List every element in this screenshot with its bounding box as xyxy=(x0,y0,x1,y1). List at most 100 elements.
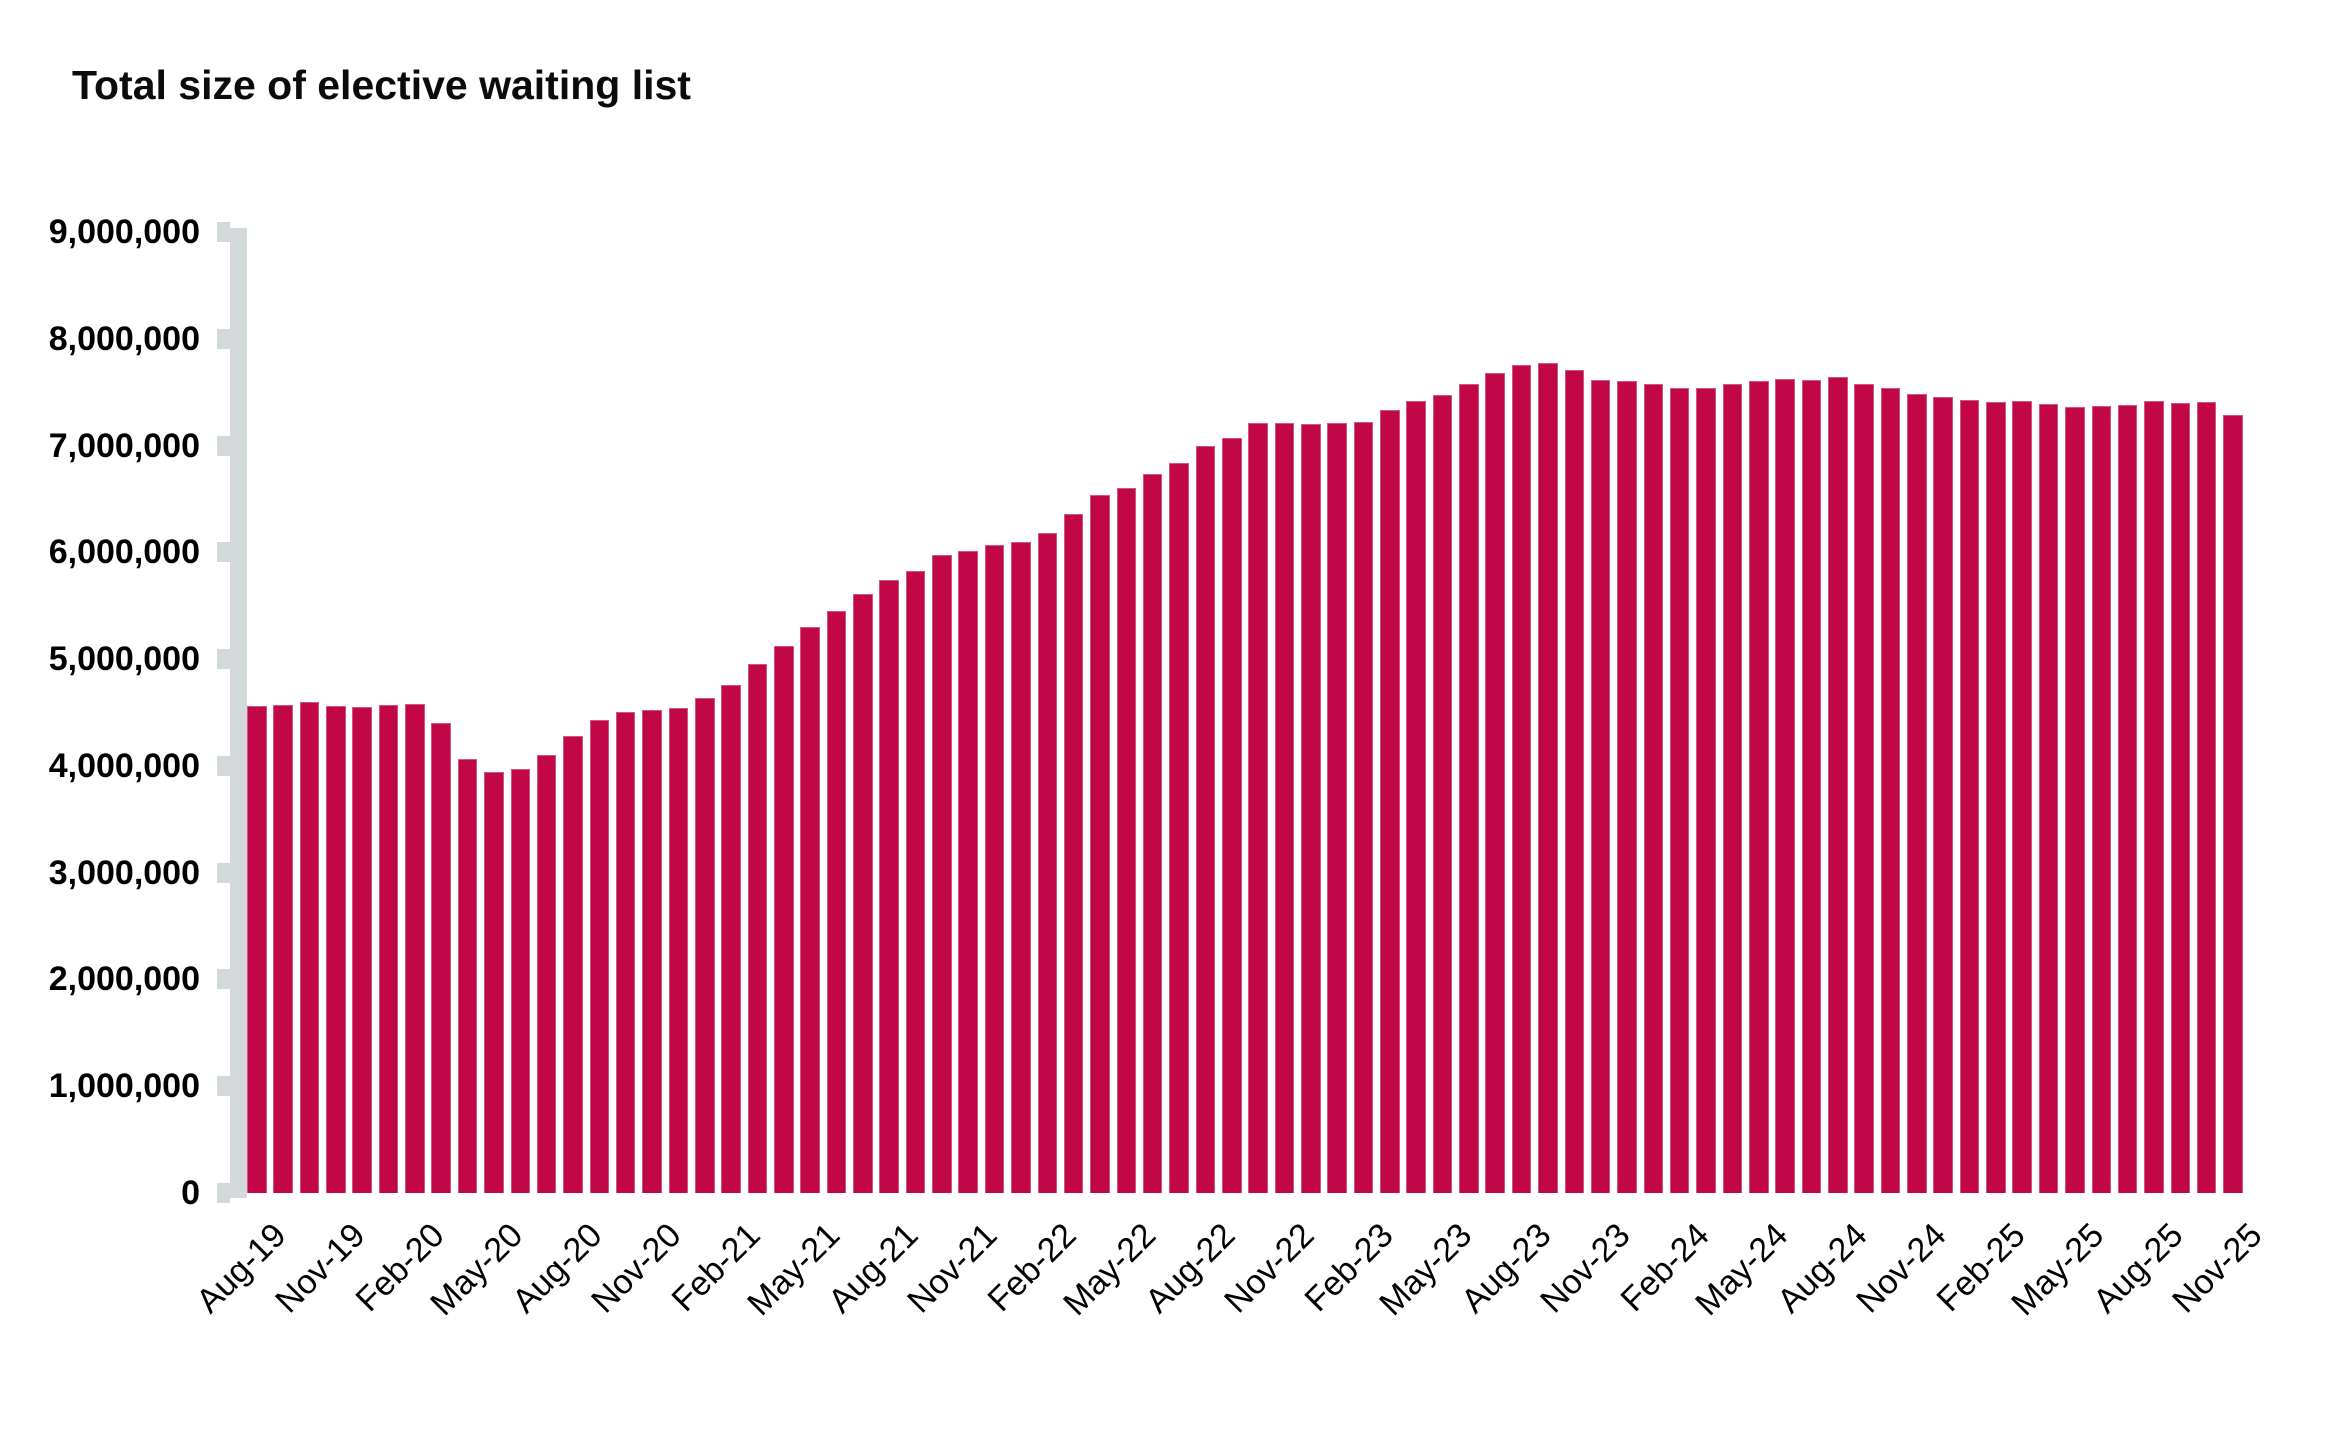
y-axis-label: 1,000,000 xyxy=(48,1067,200,1106)
x-axis-label: Aug-20 xyxy=(505,1216,610,1321)
bar-Dec-24 xyxy=(1933,396,1953,1193)
bar-Apr-25 xyxy=(2038,403,2059,1193)
bar-Oct-23 xyxy=(1564,369,1585,1193)
bar-Feb-24 xyxy=(1669,387,1690,1193)
y-axis-tick xyxy=(217,222,230,242)
x-axis-label: Aug-25 xyxy=(2086,1216,2191,1321)
bar-Jun-25 xyxy=(2091,406,2112,1193)
y-axis-tick xyxy=(217,542,230,563)
bar-Oct-22 xyxy=(1248,422,1268,1193)
y-axis-label: 6,000,000 xyxy=(48,533,200,572)
y-axis-tick xyxy=(217,328,230,349)
bar-Jan-20 xyxy=(378,704,399,1193)
y-axis-label: 8,000,000 xyxy=(48,319,200,358)
bar-May-25 xyxy=(2065,407,2085,1193)
bar-Oct-19 xyxy=(299,701,320,1193)
bar-May-23 xyxy=(1432,395,1453,1193)
bar-Jan-25 xyxy=(1959,400,1980,1193)
bar-Mar-20 xyxy=(431,722,452,1193)
bar-Sep-23 xyxy=(1538,363,1558,1193)
bar-May-22 xyxy=(1116,487,1137,1193)
y-axis-tick xyxy=(217,435,230,456)
bar-May-21 xyxy=(800,626,820,1193)
bar-Jun-24 xyxy=(1775,379,1795,1193)
bar-Oct-25 xyxy=(2196,402,2217,1193)
y-axis-label: 3,000,000 xyxy=(48,853,200,892)
x-axis-label: Nov-19 xyxy=(268,1216,373,1321)
y-axis-label: 7,000,000 xyxy=(48,426,200,465)
bar-Feb-23 xyxy=(1353,421,1374,1193)
bar-Aug-20 xyxy=(563,736,583,1193)
y-axis-line xyxy=(230,228,247,1198)
bar-Mar-23 xyxy=(1380,410,1400,1193)
x-axis-label: Aug-21 xyxy=(821,1216,926,1321)
bar-Sep-25 xyxy=(2170,402,2191,1193)
bar-May-20 xyxy=(484,771,504,1193)
bar-Feb-25 xyxy=(1986,402,2006,1193)
bar-Dec-23 xyxy=(1617,381,1637,1193)
bar-Nov-23 xyxy=(1590,380,1611,1193)
bar-Dec-22 xyxy=(1301,424,1321,1193)
bar-Nov-22 xyxy=(1274,422,1295,1193)
bar-May-24 xyxy=(1748,381,1769,1193)
x-axis-label: Nov-21 xyxy=(900,1216,1005,1321)
bar-Oct-21 xyxy=(932,554,952,1193)
y-axis-tick xyxy=(217,649,230,670)
bar-Feb-20 xyxy=(405,704,425,1193)
bar-Dec-19 xyxy=(352,706,372,1193)
y-axis-tick xyxy=(217,755,230,776)
bar-Mar-21 xyxy=(747,664,768,1193)
x-axis-label: Nov-20 xyxy=(584,1216,689,1321)
bar-Sep-21 xyxy=(905,570,926,1193)
bar-Jul-21 xyxy=(853,593,873,1193)
bar-Aug-23 xyxy=(1511,364,1532,1193)
bar-Sep-20 xyxy=(589,719,610,1193)
bar-Aug-22 xyxy=(1195,445,1216,1193)
bar-Oct-24 xyxy=(1880,387,1901,1193)
x-axis-label: Nov-25 xyxy=(2165,1216,2270,1321)
bar-Dec-21 xyxy=(984,544,1005,1193)
y-axis-label: 5,000,000 xyxy=(48,640,200,679)
bar-Nov-25 xyxy=(2223,414,2243,1193)
y-axis-label: 0 xyxy=(181,1174,200,1212)
bar-Aug-24 xyxy=(1828,377,1848,1193)
y-axis-tick xyxy=(217,1076,230,1097)
bar-Aug-21 xyxy=(879,580,899,1193)
bar-Sep-19 xyxy=(273,704,293,1193)
bar-Aug-19 xyxy=(247,706,267,1193)
bar-Feb-22 xyxy=(1037,533,1058,1193)
bar-Jun-23 xyxy=(1459,384,1479,1193)
bar-Nov-21 xyxy=(958,551,979,1193)
y-axis-tick xyxy=(217,969,230,990)
x-axis-label: Nov-22 xyxy=(1216,1216,1322,1321)
bar-Apr-24 xyxy=(1722,384,1743,1193)
x-axis-label: Aug-24 xyxy=(1770,1216,1875,1321)
bar-Nov-19 xyxy=(326,706,346,1193)
bar-Jul-24 xyxy=(1801,379,1822,1193)
bar-Jan-21 xyxy=(694,698,715,1193)
y-axis-tick xyxy=(217,1183,230,1203)
bar-Jul-20 xyxy=(536,754,557,1193)
bar-Mar-22 xyxy=(1063,513,1084,1193)
x-axis-label: Aug-19 xyxy=(189,1216,294,1321)
chart-title: Total size of elective waiting list xyxy=(72,62,691,108)
x-axis-label: Aug-22 xyxy=(1137,1216,1243,1321)
bar-Mar-25 xyxy=(2012,400,2033,1193)
bar-Jun-22 xyxy=(1142,473,1163,1193)
bar-Jun-20 xyxy=(510,769,531,1193)
bar-Sep-24 xyxy=(1854,384,1874,1193)
y-axis-label: 2,000,000 xyxy=(48,960,200,999)
bar-Jun-21 xyxy=(826,610,847,1193)
x-axis-label: Nov-24 xyxy=(1849,1216,1954,1321)
plot-area xyxy=(247,232,2257,1193)
bar-Dec-20 xyxy=(668,707,689,1193)
bar-Sep-22 xyxy=(1221,437,1242,1193)
bar-Oct-20 xyxy=(615,711,636,1193)
bar-Jul-25 xyxy=(2117,404,2138,1193)
bar-Nov-24 xyxy=(1907,394,1927,1193)
y-axis-label: 9,000,000 xyxy=(48,213,200,251)
y-axis-label: 4,000,000 xyxy=(48,746,200,785)
bar-Apr-20 xyxy=(457,759,478,1193)
bar-Apr-23 xyxy=(1406,400,1426,1193)
